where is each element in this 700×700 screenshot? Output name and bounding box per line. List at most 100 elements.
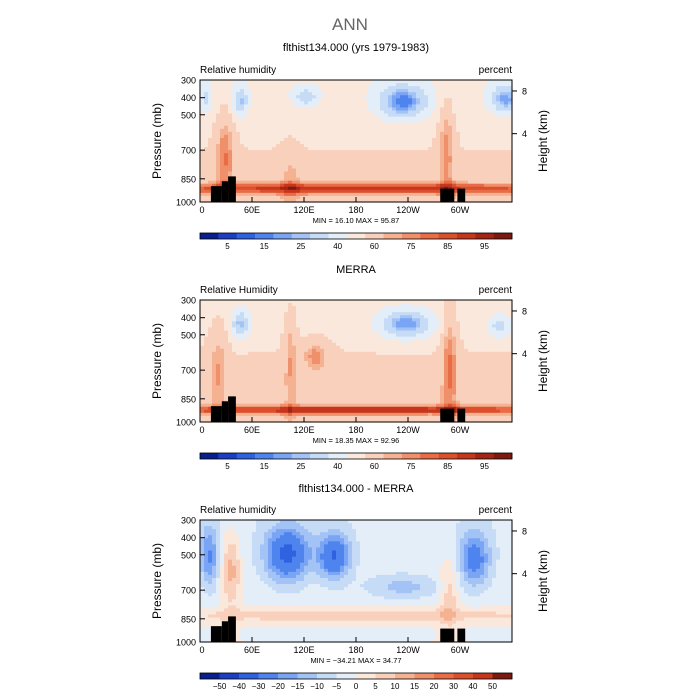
heatmap-cell — [296, 198, 301, 203]
heatmap-cell — [444, 345, 449, 350]
heatmap-cell — [292, 186, 297, 191]
heatmap-cell — [292, 104, 297, 109]
heatmap-cell — [288, 113, 293, 118]
heatmap-cell — [248, 183, 253, 188]
heatmap-cell — [232, 116, 237, 121]
heatmap-cell — [360, 134, 365, 139]
heatmap-cell — [392, 113, 397, 118]
heatmap-cell — [488, 180, 493, 185]
heatmap-cell — [396, 116, 401, 121]
heatmap-cell — [384, 324, 389, 329]
heatmap-cell — [472, 156, 477, 160]
heatmap-cell — [208, 315, 213, 319]
heatmap-cell — [292, 113, 297, 118]
heatmap-cell — [400, 309, 405, 313]
heatmap-cell — [272, 171, 277, 176]
heatmap-cell — [360, 318, 365, 322]
heatmap-cell — [344, 318, 349, 322]
heatmap-cell — [280, 174, 285, 179]
heatmap-cell — [272, 119, 277, 124]
heatmap-cell — [360, 153, 365, 157]
heatmap-cell — [324, 128, 329, 133]
heatmap-cell — [264, 186, 269, 191]
heatmap-cell — [268, 162, 273, 166]
heatmap-cell — [232, 98, 237, 102]
heatmap-cell — [352, 303, 357, 307]
heatmap-cell — [396, 342, 401, 347]
heatmap-cell — [200, 183, 205, 188]
heatmap-cell — [492, 147, 497, 151]
heatmap-cell — [428, 186, 433, 191]
heatmap-cell — [424, 168, 429, 173]
heatmap-cell — [484, 125, 489, 130]
heatmap-cell — [424, 134, 429, 139]
heatmap-cell — [408, 98, 413, 102]
heatmap-cell — [320, 134, 325, 139]
heatmap-cell — [440, 168, 445, 173]
heatmap-cell — [500, 324, 505, 329]
heatmap-cell — [280, 141, 285, 145]
heatmap-cell — [240, 95, 245, 99]
heatmap-cell — [240, 342, 245, 347]
heatmap-cell — [384, 339, 389, 344]
heatmap-cell — [336, 189, 341, 194]
heatmap-cell — [280, 119, 285, 124]
heatmap-cell — [500, 168, 505, 173]
heatmap-cell — [432, 113, 437, 118]
heatmap-cell — [220, 122, 225, 127]
heatmap-cell — [392, 131, 397, 136]
heatmap-cell — [200, 348, 205, 353]
heatmap-cell — [344, 186, 349, 191]
heatmap-cell — [396, 330, 401, 335]
heatmap-cell — [400, 116, 405, 121]
heatmap-cell — [204, 86, 209, 90]
heatmap-cell — [416, 113, 421, 118]
heatmap-cell — [296, 180, 301, 185]
heatmap-cell — [328, 357, 333, 362]
heatmap-cell — [444, 309, 449, 313]
heatmap-cell — [384, 327, 389, 332]
heatmap-cell — [332, 147, 337, 151]
heatmap-cell — [416, 116, 421, 121]
heatmap-cell — [320, 95, 325, 99]
heatmap-cell — [292, 348, 297, 353]
heatmap-cell — [212, 168, 217, 173]
heatmap-cell — [432, 312, 437, 316]
heatmap-cell — [440, 144, 445, 148]
heatmap-cell — [264, 131, 269, 136]
heatmap-cell — [404, 333, 409, 338]
heatmap-cell — [208, 86, 213, 90]
heatmap-cell — [428, 189, 433, 194]
heatmap-cell — [268, 180, 273, 185]
heatmap-cell — [308, 321, 313, 325]
heatmap-cell — [276, 174, 281, 179]
colorbar-swatch — [255, 233, 274, 239]
heatmap-cell — [480, 306, 485, 310]
heatmap-cell — [372, 95, 377, 99]
heatmap-cell — [428, 89, 433, 93]
heatmap-cell — [492, 165, 497, 170]
heatmap-cell — [508, 351, 513, 356]
heatmap-cell — [440, 321, 445, 325]
heatmap-cell — [476, 186, 481, 191]
heatmap-cell — [300, 180, 305, 185]
heatmap-cell — [408, 330, 413, 335]
heatmap-cell — [292, 324, 297, 329]
heatmap-cell — [388, 318, 393, 322]
heatmap-cell — [368, 131, 373, 136]
heatmap-cell — [316, 351, 321, 356]
heatmap-cell — [280, 321, 285, 325]
heatmap-cell — [360, 159, 365, 163]
heatmap-cell — [388, 150, 393, 154]
heatmap-cell — [260, 150, 265, 154]
heatmap-cell — [248, 357, 253, 362]
heatmap-cell — [292, 153, 297, 157]
heatmap-cell — [492, 110, 497, 115]
heatmap-cell — [496, 348, 501, 353]
heatmap-cell — [416, 303, 421, 307]
heatmap-cell — [492, 107, 497, 112]
heatmap-cell — [424, 113, 429, 118]
heatmap-cell — [336, 92, 341, 96]
heatmap-cell — [500, 303, 505, 307]
heatmap-cell — [264, 309, 269, 313]
